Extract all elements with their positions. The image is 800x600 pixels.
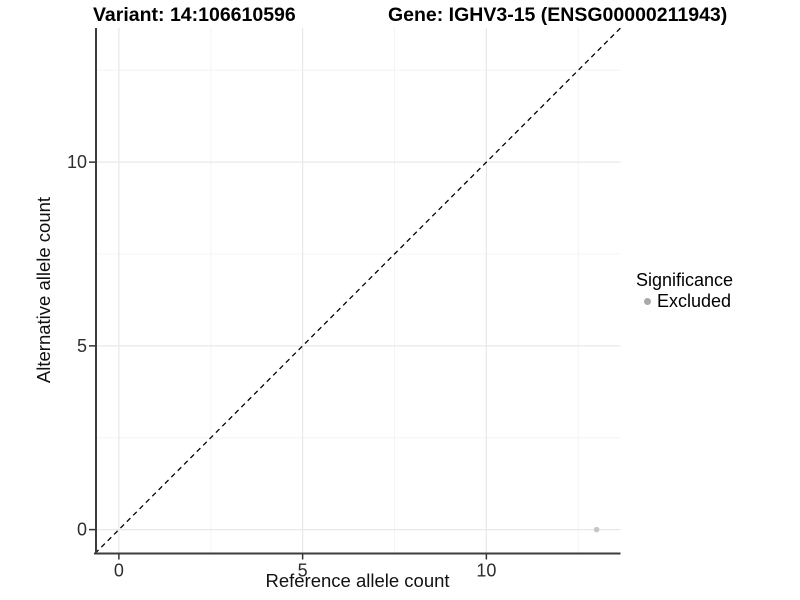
data-point (593, 526, 600, 533)
x-axis-tick-label: 10 (476, 561, 496, 581)
legend: Significance Excluded (636, 270, 733, 312)
plot-title-variant: Variant: 14:106610596 (93, 4, 296, 26)
y-axis-tick-label: 0 (77, 520, 87, 540)
legend-item-label: Excluded (657, 291, 732, 311)
x-axis-tick-label: 0 (114, 561, 124, 581)
y-axis-title: Alternative allele count (33, 196, 54, 384)
x-axis-title: Reference allele count (265, 570, 450, 591)
y-axis-tick-label: 5 (77, 336, 87, 356)
excluded-point-icon (644, 298, 651, 305)
x-axis-tick-label: 5 (298, 561, 308, 581)
plot-title-gene: Gene: IGHV3-15 (ENSG00000211943) (388, 4, 728, 26)
legend-title: Significance (636, 270, 734, 290)
legend-item-excluded: Excluded (636, 291, 733, 312)
identity-dashed-line (94, 27, 621, 554)
y-axis-tick-label: 10 (67, 152, 87, 172)
